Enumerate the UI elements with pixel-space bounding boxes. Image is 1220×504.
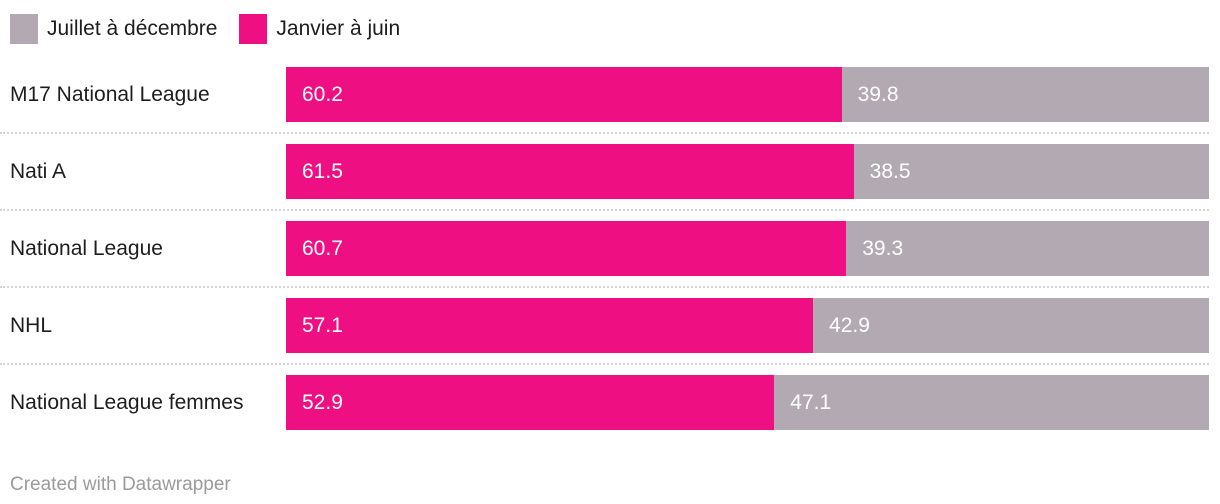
stacked-bar: 60.7 39.3 [286,221,1209,276]
value-label: 52.9 [302,390,343,414]
chart: M17 National League 60.2 39.8 Nati A 61.5 38.… [0,57,1220,440]
bar-segment-juillet-a-decembre: 42.9 [813,298,1209,353]
value-label: 61.5 [302,159,343,183]
legend-label-juillet: Juillet à décembre [47,17,218,40]
value-label: 38.5 [869,159,911,183]
chart-row: National League 60.7 39.3 [0,211,1209,288]
bar-segment-janvier-a-juin: 61.5 [286,144,854,199]
stacked-bar: 57.1 42.9 [286,298,1209,353]
bar-segment-janvier-a-juin: 60.7 [286,221,847,276]
category-label: National League [10,236,163,260]
legend-label-janvier: Janvier à juin [276,17,401,40]
category-label: NHL [10,313,53,337]
bar-segment-janvier-a-juin: 60.2 [286,67,842,122]
datawrapper-credit-link[interactable]: Created with Datawrapper [10,474,231,495]
chart-row: Nati A 61.5 38.5 [0,134,1209,211]
value-label: 60.2 [302,82,343,106]
legend-swatch-juillet [10,14,38,44]
bar-segment-juillet-a-decembre: 47.1 [774,375,1209,430]
legend-item-janvier: Janvier à juin [239,14,400,44]
value-label: 57.1 [302,313,343,337]
value-label: 47.1 [790,390,832,414]
category-label: Nati A [10,159,67,183]
bar-segment-juillet-a-decembre: 38.5 [853,144,1209,199]
chart-row: National League femmes 52.9 47.1 [0,365,1209,440]
stacked-bar: 52.9 47.1 [286,375,1209,430]
value-label: 39.3 [862,236,904,260]
category-label: M17 National League [10,82,210,106]
chart-row: M17 National League 60.2 39.8 [0,57,1209,134]
bar-segment-juillet-a-decembre: 39.8 [841,67,1209,122]
category-label: National League femmes [10,390,244,414]
stacked-bar: 61.5 38.5 [286,144,1209,199]
legend-item-juillet: Juillet à décembre [10,14,217,44]
value-label: 42.9 [829,313,870,337]
bar-segment-janvier-a-juin: 52.9 [286,375,775,430]
value-label: 39.8 [857,82,899,106]
chart-row: NHL 57.1 42.9 [0,288,1209,365]
value-label: 60.7 [302,236,343,260]
stacked-bar: 60.2 39.8 [286,67,1209,122]
legend-swatch-janvier [239,14,268,44]
bar-segment-janvier-a-juin: 57.1 [286,298,814,353]
bar-segment-juillet-a-decembre: 39.3 [846,221,1209,276]
footer: Created with Datawrapper [0,440,1220,496]
legend: Juillet à décembre Janvier à juin [0,0,1220,44]
